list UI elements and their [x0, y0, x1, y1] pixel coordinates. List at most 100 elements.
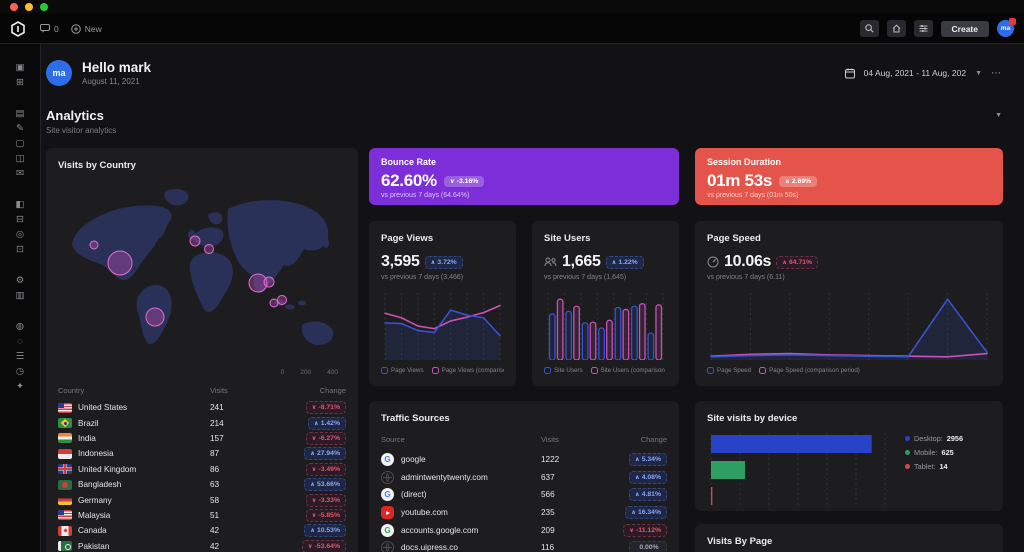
chevron-down-icon[interactable]: ▼ — [975, 69, 982, 77]
window-zoom-button[interactable] — [40, 3, 48, 11]
country-flag-icon — [58, 433, 72, 444]
table-row[interactable]: admintwentytwenty.com 637 4.08% — [381, 469, 667, 487]
sidebar-item-icon[interactable]: ▢ — [15, 138, 25, 149]
section-collapse-chevron-icon[interactable]: ▼ — [995, 112, 1002, 119]
table-row[interactable]: Bangladesh 63 53.66% — [58, 477, 346, 492]
traffic-table-header: Source Visits Change — [381, 435, 667, 444]
table-row[interactable]: Malaysia 51 -5.85% — [58, 508, 346, 523]
trend-arrow-icon — [431, 259, 436, 266]
legend-swatch-icon — [590, 367, 598, 374]
map-bubble[interactable] — [263, 276, 275, 288]
page-views-chart[interactable] — [381, 290, 504, 361]
table-row[interactable]: India 157 -6.27% — [58, 431, 346, 446]
sidebar-item-icon[interactable]: ☰ — [15, 351, 25, 362]
sidebar-item-icon[interactable]: ⊡ — [16, 244, 24, 255]
change-badge: 10.53% — [304, 524, 346, 538]
sidebar-item-icon[interactable]: ◍ — [15, 321, 25, 332]
source-name: admintwentytwenty.com — [401, 472, 488, 482]
change-badge: 53.66% — [304, 478, 346, 492]
table-row[interactable]: United States 241 -8.71% — [58, 400, 346, 415]
sidebar-item-icon[interactable]: ◷ — [15, 366, 25, 377]
country-visits: 42 — [210, 541, 220, 551]
card-title: Visits By Page — [707, 536, 773, 547]
map-bubble[interactable] — [145, 307, 165, 327]
sidebar-item-icon[interactable]: ✎ — [16, 123, 24, 134]
date-range-picker[interactable]: 04 Aug, 2021 - 11 Aug, 202 — [863, 68, 967, 78]
sidebar-item-icon[interactable]: ⚙ — [15, 275, 25, 286]
country-flag-icon — [58, 464, 72, 475]
trend-arrow-icon — [635, 474, 640, 481]
map-bubble[interactable] — [204, 244, 214, 254]
window-minimize-button[interactable] — [25, 3, 33, 11]
world-map-svg[interactable] — [58, 179, 346, 375]
change-badge: 0.00% — [629, 541, 667, 552]
sidebar-item-icon[interactable]: ⊞ — [16, 77, 24, 88]
legend-label: Mobile: — [914, 448, 938, 457]
card-title: Visits by Country — [58, 160, 136, 171]
device-visits-chart[interactable] — [707, 430, 889, 510]
home-button[interactable] — [886, 20, 906, 37]
table-row[interactable]: Brazil 214 1.42% — [58, 415, 346, 430]
search-button[interactable] — [859, 20, 879, 37]
sidebar-item-icon[interactable]: ▣ — [15, 62, 25, 73]
user-avatar[interactable]: ma — [997, 18, 1016, 37]
table-row[interactable]: United Kingdom 86 -3.49% — [58, 462, 346, 477]
table-row[interactable]: Indonesia 87 27.94% — [58, 446, 346, 461]
table-row[interactable]: google 1222 5.34% — [381, 451, 667, 469]
map-bubble[interactable] — [248, 273, 268, 293]
search-icon — [864, 24, 874, 33]
create-button[interactable]: Create — [940, 20, 989, 37]
table-row[interactable]: Germany 58 -3.33% — [58, 492, 346, 507]
change-badge: 3.72% — [424, 255, 463, 269]
trend-arrow-icon — [635, 456, 640, 463]
table-row[interactable]: Pakistan 42 -53.64% — [58, 539, 346, 552]
sidebar-item-icon[interactable]: ✉ — [16, 168, 24, 179]
map-bubble[interactable] — [189, 235, 201, 247]
country-name: Canada — [78, 526, 107, 536]
comments-shortcut[interactable]: 0 — [40, 24, 59, 34]
site-users-value: 1,665 — [562, 253, 601, 270]
sidebar-item-icon[interactable]: ◎ — [15, 229, 25, 240]
sidebar-item-icon[interactable]: ◧ — [15, 199, 25, 210]
legend-dot-icon — [905, 450, 910, 455]
sidebar-item-icon[interactable]: ◌ — [17, 336, 23, 347]
source-name: youtube.com — [401, 508, 448, 518]
chart-legend: Page Views Page Views (comparison period… — [381, 367, 504, 374]
trend-arrow-icon — [310, 527, 315, 534]
sidebar-item-icon[interactable]: ▥ — [15, 290, 25, 301]
site-users-chart[interactable] — [544, 290, 667, 361]
table-row[interactable]: docs.uipress.co 116 0.00% — [381, 539, 667, 552]
window-close-button[interactable] — [10, 3, 18, 11]
current-date: August 11, 2021 — [82, 77, 140, 86]
change-badge: 1.42% — [307, 416, 346, 430]
change-badge: -3.49% — [305, 462, 346, 476]
trend-arrow-icon — [312, 497, 317, 504]
map-bubble[interactable] — [277, 295, 287, 305]
header-menu-button[interactable]: ⋯ — [991, 67, 1002, 79]
bounce-rate-card: Bounce Rate 62.60% -3.16% vs previous 7 … — [369, 148, 679, 205]
trend-arrow-icon — [782, 259, 787, 266]
page-header: ma Hello mark August 11, 2021 04 Aug, 20… — [46, 60, 1002, 86]
table-row[interactable]: accounts.google.com 209 -11.12% — [381, 521, 667, 539]
map-bubble[interactable] — [89, 240, 99, 250]
user-avatar-large[interactable]: ma — [46, 60, 72, 86]
sidebar-item-icon[interactable]: ◫ — [15, 153, 25, 164]
new-content-button[interactable]: New — [70, 24, 102, 34]
sidebar-item-icon[interactable]: ⊟ — [16, 214, 24, 225]
table-row[interactable]: youtube.com 235 16.34% — [381, 504, 667, 522]
trend-arrow-icon — [310, 481, 315, 488]
uipress-logo-icon[interactable] — [8, 19, 28, 39]
preferences-button[interactable] — [913, 20, 933, 37]
source-visits: 209 — [541, 525, 555, 535]
table-row[interactable]: (direct) 566 4.81% — [381, 486, 667, 504]
sidebar-item-icon[interactable]: ▤ — [15, 108, 25, 119]
change-badge: 4.81% — [628, 488, 667, 502]
sidebar-item-icon[interactable]: ✦ — [16, 381, 24, 392]
map-bubble[interactable] — [107, 250, 133, 276]
chart-legend: Site Users Site Users (comparison period… — [544, 367, 667, 374]
map-bubble[interactable] — [269, 298, 279, 308]
page-speed-chart[interactable] — [707, 290, 991, 361]
change-badge: 2.69% — [779, 175, 818, 187]
table-row[interactable]: Canada 42 10.53% — [58, 523, 346, 538]
country-name: Indonesia — [78, 449, 114, 459]
